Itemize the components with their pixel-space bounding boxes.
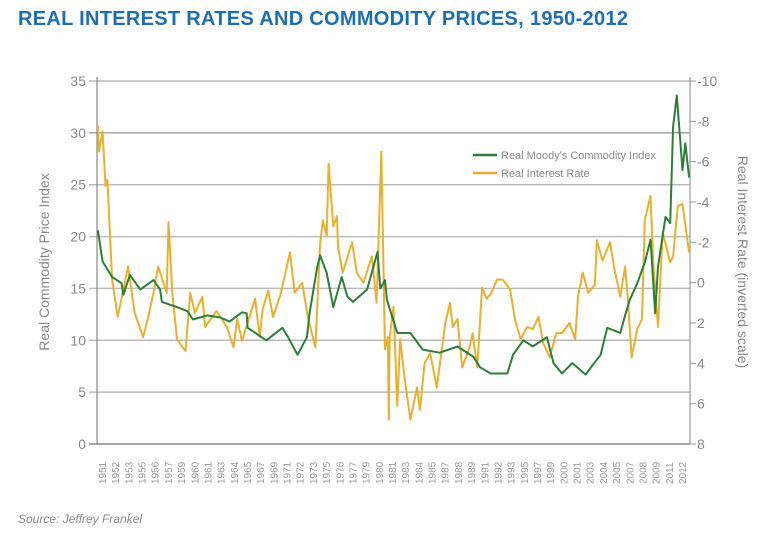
x-tick-label: 1993: [507, 461, 518, 484]
y2-tick-label: -10: [697, 73, 717, 89]
x-tick-label: 1951: [98, 461, 109, 484]
x-tick-label: 1965: [243, 461, 254, 484]
x-tick-label: 2007: [625, 461, 636, 484]
x-tick-label: 2001: [573, 461, 584, 484]
x-tick-label: 1985: [428, 461, 439, 484]
x-tick-label: 1980: [375, 461, 386, 484]
x-tick-label: 2009: [652, 461, 663, 484]
x-tick-label: 1988: [454, 461, 465, 484]
y2-tick-label: 8: [697, 436, 705, 452]
x-tick-label: 1963: [217, 461, 228, 484]
x-tick-label: 2004: [599, 461, 610, 484]
x-tick-label: 1989: [467, 461, 478, 484]
source-note: Source: Jeffrey Frankel: [18, 512, 143, 526]
x-tick-label: 1956: [151, 461, 162, 484]
x-tick-label: 1999: [546, 461, 557, 484]
x-tick-label: 1977: [348, 461, 359, 484]
x-tick-label: 1984: [414, 461, 425, 484]
x-tick-label: 1953: [124, 461, 135, 484]
x-tick-label: 1960: [190, 461, 201, 484]
y-tick-label: 20: [70, 229, 86, 245]
y2-tick-label: -8: [697, 113, 710, 129]
y2-tick-label: 2: [697, 315, 705, 331]
x-tick-label: 1955: [138, 461, 149, 484]
x-tick-label: 2000: [559, 461, 570, 484]
x-tick-label: 2011: [665, 462, 676, 484]
x-tick-label: 1991: [480, 461, 491, 484]
y2-tick-label: 6: [697, 396, 705, 412]
series-line-interest-rate: [96, 125, 691, 421]
y-tick-label: 35: [70, 73, 86, 89]
y-tick-label: 15: [70, 280, 86, 296]
x-tick-label: 1969: [269, 461, 280, 484]
y2-tick-label: -2: [697, 234, 710, 250]
y2-tick-label: -4: [697, 194, 710, 210]
legend-label: Real Moody's Commodity Index: [501, 150, 656, 162]
y-tick-label: 10: [70, 332, 86, 348]
y-tick-label: 5: [78, 384, 86, 400]
x-tick-label: 1976: [335, 461, 346, 484]
x-tick-label: 1983: [401, 461, 412, 484]
x-tick-label: 1987: [441, 461, 452, 484]
x-tick-label: 1964: [230, 461, 241, 484]
x-tick-label: 1995: [520, 461, 531, 484]
y2-tick-label: -6: [697, 154, 710, 170]
x-tick-label: 1959: [177, 461, 188, 484]
x-tick-label: 2005: [612, 461, 623, 484]
x-tick-label: 1979: [362, 461, 373, 484]
x-tick-label: 1961: [203, 461, 214, 484]
x-tick-label: 1971: [283, 461, 294, 484]
x-tick-label: 2012: [678, 461, 689, 484]
y-tick-label: 25: [70, 177, 86, 193]
y-tick-label: 30: [70, 125, 86, 141]
x-tick-label: 1972: [296, 461, 307, 484]
x-tick-label: 2008: [638, 461, 649, 484]
y2-tick-label: 0: [697, 275, 705, 291]
x-tick-label: 1957: [164, 461, 175, 484]
x-tick-label: 1992: [493, 461, 504, 484]
x-tick-label: 2003: [586, 461, 597, 484]
y-tick-label: 0: [78, 436, 86, 452]
x-tick-label: 1981: [388, 461, 399, 484]
x-tick-label: 1975: [322, 461, 333, 484]
y2-axis-title: Real Interest Rate (inverted scale): [735, 156, 751, 368]
x-tick-label: 1967: [256, 461, 267, 484]
x-tick-label: 1973: [309, 461, 320, 484]
x-tick-label: 1952: [111, 461, 122, 484]
series-line-commodity-index: [96, 94, 691, 376]
x-tick-label: 1997: [533, 461, 544, 484]
y2-tick-label: 4: [697, 355, 705, 371]
chart-title: REAL INTEREST RATES AND COMMODITY PRICES…: [18, 8, 629, 30]
y-axis-title: Real Commodity Price Index: [36, 173, 52, 350]
legend-label: Real Interest Rate: [501, 168, 590, 180]
